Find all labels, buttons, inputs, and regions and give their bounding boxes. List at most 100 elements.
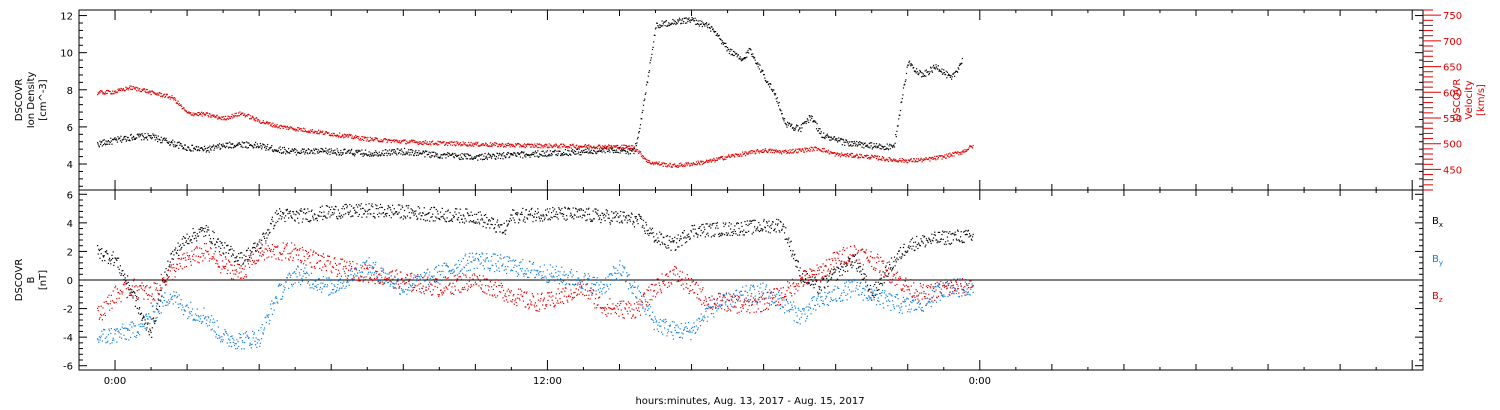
density-point	[431, 151, 433, 153]
density-point	[326, 150, 328, 152]
bx-point	[101, 260, 103, 262]
density-point	[261, 148, 263, 150]
by-point	[236, 347, 239, 349]
density-point	[748, 52, 750, 54]
bx-point	[390, 209, 392, 211]
density-point	[208, 151, 210, 153]
bx-point	[808, 282, 810, 284]
velocity-point	[489, 145, 491, 147]
density-point	[144, 133, 146, 135]
density-point	[579, 154, 581, 156]
velocity-point	[104, 93, 106, 95]
velocity-point	[135, 86, 137, 88]
bx-point	[666, 235, 669, 237]
density-point	[454, 152, 456, 155]
velocity-point	[773, 152, 775, 154]
density-point	[693, 20, 696, 22]
velocity-point	[507, 142, 509, 144]
bx-point	[871, 294, 873, 296]
density-point	[757, 66, 759, 68]
density-point	[246, 147, 248, 149]
by-point	[111, 342, 113, 344]
velocity-point	[317, 133, 319, 135]
velocity-point	[635, 149, 637, 151]
velocity-point	[370, 139, 372, 141]
bx-point	[522, 207, 524, 209]
velocity-point	[669, 162, 671, 164]
density-point	[770, 83, 772, 85]
velocity-point	[565, 146, 567, 148]
velocity-point	[545, 143, 547, 145]
bx-point	[101, 248, 103, 250]
density-point	[514, 152, 516, 154]
density-point	[561, 154, 563, 156]
density-point	[887, 149, 890, 151]
velocity-point	[367, 136, 369, 138]
density-point	[216, 147, 218, 149]
velocity-point	[850, 154, 852, 156]
velocity-point	[173, 97, 176, 99]
density-point	[690, 19, 693, 21]
bx-point	[574, 214, 576, 216]
bx-point	[851, 267, 853, 269]
density-point	[240, 146, 242, 148]
velocity-point	[860, 154, 863, 156]
velocity-point	[157, 93, 159, 95]
bx-point	[928, 237, 930, 239]
velocity-point	[727, 155, 729, 157]
velocity-point	[857, 156, 860, 158]
density-point	[151, 137, 153, 139]
bx-point	[125, 279, 127, 281]
velocity-point	[713, 157, 715, 159]
velocity-point	[435, 143, 437, 145]
density-point	[607, 150, 609, 152]
density-point	[385, 152, 388, 154]
bx-point	[899, 256, 901, 258]
density-point	[698, 23, 700, 25]
bx-point	[439, 219, 441, 221]
density-point	[622, 149, 624, 151]
velocity-point	[707, 159, 709, 162]
velocity-point	[189, 113, 191, 115]
bx-point	[285, 209, 287, 211]
velocity-point	[382, 139, 385, 141]
density-point	[554, 149, 556, 151]
density-point	[271, 145, 273, 147]
density-point	[839, 138, 842, 140]
velocity-point	[322, 130, 324, 132]
density-point	[544, 155, 546, 157]
bx-point	[730, 223, 732, 225]
density-point	[279, 146, 281, 148]
velocity-point	[966, 150, 968, 152]
density-point	[925, 75, 927, 77]
density-point	[223, 145, 225, 147]
bx-point	[623, 211, 625, 213]
bx-point	[488, 219, 490, 221]
velocity-point	[843, 155, 845, 157]
density-point	[910, 65, 912, 67]
velocity-point	[851, 156, 853, 158]
bx-point	[438, 218, 440, 220]
velocity-point	[763, 150, 765, 152]
velocity-point	[856, 154, 858, 156]
bx-point	[360, 203, 362, 205]
by-point	[220, 341, 222, 343]
bx-point	[684, 236, 686, 238]
velocity-point	[645, 158, 647, 160]
bx-point	[637, 223, 639, 225]
velocity-point	[943, 155, 945, 157]
bx-point	[272, 220, 274, 222]
by-point	[259, 342, 261, 344]
velocity-point	[279, 125, 281, 127]
bx-point	[564, 207, 566, 209]
bx-point	[216, 241, 218, 243]
bx-point	[442, 217, 445, 219]
density-point	[638, 132, 640, 134]
bx-point	[964, 230, 966, 232]
density-point	[687, 18, 690, 20]
density-point	[641, 118, 643, 120]
velocity-point	[584, 144, 586, 146]
density-point	[408, 149, 410, 151]
bx-point	[594, 208, 596, 210]
velocity-point	[211, 116, 213, 118]
